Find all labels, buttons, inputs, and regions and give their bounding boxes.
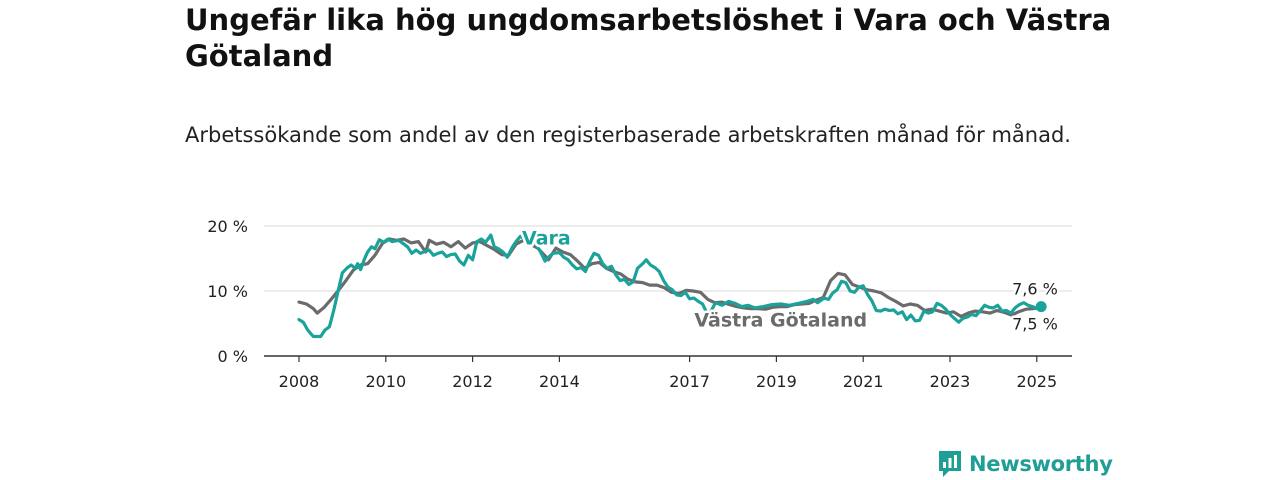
brand-name: Newsworthy xyxy=(969,452,1113,476)
y-tick-label: 10 % xyxy=(207,282,248,301)
chart-title: Ungefär lika hög ungdomsarbetslöshet i V… xyxy=(185,3,1112,73)
series-line-vara xyxy=(297,233,1043,339)
series-labels: Vara Västra Götaland 7,6 % 7,5 % xyxy=(520,225,1061,336)
x-tick-label: 2017 xyxy=(669,372,710,391)
x-tick-label: 2025 xyxy=(1016,372,1057,391)
y-tick-label: 0 % xyxy=(218,347,248,366)
x-tick-label: 2012 xyxy=(452,372,493,391)
newsworthy-logo-icon xyxy=(939,451,961,477)
series-end-point xyxy=(1035,301,1047,313)
end-value-vastra-gotaland: 7,5 % xyxy=(1012,314,1058,333)
line-chart: 0 % 10 % 20 % 2008 2010 2012 2014 2017 2019 2021 2… xyxy=(207,217,1072,391)
x-tick-label: 2021 xyxy=(843,372,884,391)
x-tick-label: 2014 xyxy=(539,372,580,391)
end-value-vara: 7,6 % xyxy=(1012,280,1058,299)
series xyxy=(297,233,1047,339)
x-tick-label: 2019 xyxy=(756,372,797,391)
axes: 0 % 10 % 20 % 2008 2010 2012 2014 2017 2019 2021 2… xyxy=(207,217,1072,391)
x-tick-label: 2008 xyxy=(279,372,320,391)
series-line-vastra-gotaland xyxy=(297,237,1042,318)
x-tick-label: 2010 xyxy=(365,372,406,391)
newsworthy-brand[interactable]: Newsworthy xyxy=(937,449,1113,479)
x-tick-label: 2023 xyxy=(930,372,971,391)
y-tick-label: 20 % xyxy=(207,217,248,236)
series-label-vastra-gotaland: Västra Götaland xyxy=(694,310,867,332)
series-label-vara: Vara xyxy=(522,228,571,250)
grid xyxy=(264,225,1072,292)
chart-subtitle: Arbetssökande som andel av den registerb… xyxy=(185,123,1071,147)
